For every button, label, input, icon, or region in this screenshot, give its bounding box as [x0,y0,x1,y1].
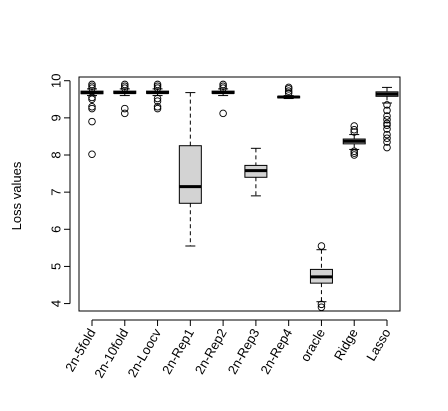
boxes [80,80,399,312]
outlier-point [383,119,391,128]
outlier-point [88,84,96,92]
box-2n-5fold [80,80,104,159]
outlier-point [153,82,162,91]
y-tick-label: 9 [49,114,64,121]
outlier-point [153,80,162,89]
outlier-point [383,143,391,152]
y-tick-label: 7 [49,189,64,196]
outlier-point [383,125,391,133]
outlier-point [121,82,129,91]
outlier-point [350,122,358,130]
outlier-point [88,80,96,89]
outlier-point [383,134,391,143]
y-tick-label: 10 [49,73,64,87]
outlier-point [88,95,96,104]
outlier-point [350,147,358,156]
outlier-point [121,104,129,113]
outlier-point [317,300,326,309]
outlier-point [383,138,391,146]
x-tick-label-oracle: oracle [297,326,328,364]
x-tick-label-ridge: Ridge [331,326,361,363]
box-2n-10fold [113,80,137,118]
outlier-point [88,82,96,91]
box-2n-rep1 [178,92,202,247]
box-oracle [309,242,333,312]
outlier-point [88,117,96,126]
outlier-point [153,84,162,92]
box-2n-rep4 [277,83,301,100]
outlier-point [284,87,293,95]
outlier-point [88,150,96,159]
outlier-point [88,93,96,102]
box-iqr [178,145,202,204]
outlier-point [88,102,96,111]
outlier-point [121,80,129,89]
outlier-point [219,80,227,89]
outlier-point [383,101,391,109]
outlier-point [383,121,391,130]
outlier-point [219,109,227,118]
outlier-point [121,84,129,92]
box-ridge [342,122,366,159]
x-tick-label-2n-rep4: 2n-Rep4 [257,326,295,377]
outlier-point [284,89,293,97]
outlier-point [88,104,96,113]
outlier-point [317,303,326,312]
outlier-point [350,151,358,159]
outlier-point [383,106,391,115]
x-tick-label-lasso: Lasso [363,326,393,364]
outlier-point [350,149,358,157]
box-lasso [375,86,399,152]
box-2n-rep3 [244,147,268,197]
outlier-point [121,109,129,118]
outlier-point [153,97,162,105]
y-tick-label: 4 [49,300,64,307]
axes [64,76,401,326]
outlier-point [383,130,391,139]
outlier-point [219,82,227,91]
labels: 456789102n-5fold2n-10fold2n-Loocv2n-Rep1… [49,73,394,380]
y-tick-label: 5 [49,263,64,270]
outlier-point [153,104,162,113]
outlier-point [383,112,391,120]
x-tick-label-2n-5fold: 2n-5fold [62,326,98,374]
outlier-point [350,125,358,134]
outlier-point [383,115,391,124]
outlier-point [317,242,326,250]
plot-frame [78,76,401,312]
outlier-point [284,85,293,93]
box-2n-loocv [146,80,170,113]
outlier-point [350,128,358,136]
outlier-point [219,84,227,92]
outlier-point [153,102,162,111]
y-axis-label: Loss values [9,161,24,230]
y-tick-label: 8 [49,151,64,158]
y-tick-label: 6 [49,226,64,233]
outlier-point [153,94,162,103]
box-2n-rep2 [211,80,235,118]
